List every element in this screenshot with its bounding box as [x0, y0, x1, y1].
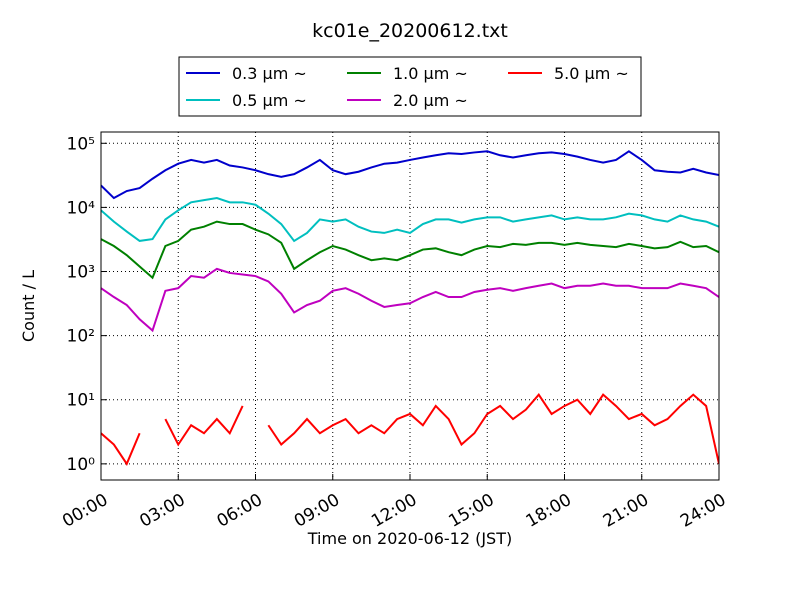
x-axis-label: Time on 2020-06-12 (JST): [307, 529, 512, 548]
y-tick-label: 10³: [67, 263, 95, 283]
series-line: [101, 197, 719, 243]
legend-label: 0.3 μm ~: [232, 64, 307, 83]
y-tick-label: 10¹: [67, 391, 95, 411]
series-line: [101, 220, 719, 280]
chart-title: kc01e_20200612.txt: [312, 20, 508, 42]
y-tick-label: 10⁴: [67, 198, 96, 218]
y-tick-label: 10⁵: [67, 134, 95, 154]
y-tick-label: 10⁰: [67, 455, 96, 475]
series-line: [164, 405, 244, 447]
y-axis-label: Count / L: [19, 270, 38, 342]
series-line: [101, 150, 719, 200]
legend-label: 2.0 μm ~: [393, 91, 468, 110]
y-tick-label: 10²: [67, 327, 95, 347]
plot-frame: [100, 131, 720, 481]
series-line: [101, 432, 141, 466]
legend-label: 5.0 μm ~: [554, 64, 629, 83]
series-line: [101, 267, 719, 333]
legend-label: 0.5 μm ~: [232, 91, 307, 110]
legend-box: [178, 56, 642, 117]
series-line: [267, 393, 719, 465]
legend-label: 1.0 μm ~: [393, 64, 468, 83]
